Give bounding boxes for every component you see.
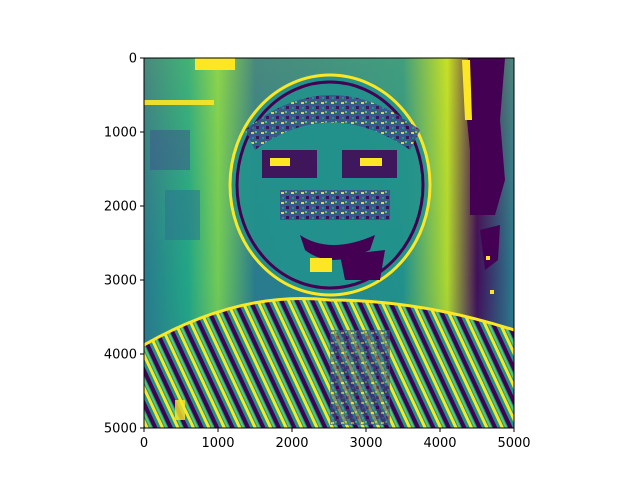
y-tick-label: 2000 xyxy=(104,200,137,215)
x-tick-label: 1000 xyxy=(201,436,234,451)
y-tick-label: 3000 xyxy=(104,274,137,289)
y-axis: 0 1000 2000 3000 4000 5000 xyxy=(104,52,144,437)
x-tick-label: 5000 xyxy=(497,436,530,451)
x-tick-label: 0 xyxy=(140,436,148,451)
y-tick-label: 4000 xyxy=(104,348,137,363)
x-tick-label: 2000 xyxy=(275,436,308,451)
y-tick-label: 1000 xyxy=(104,126,137,141)
heatmap-image xyxy=(144,58,514,428)
y-tick-label: 5000 xyxy=(104,422,137,437)
x-tick-label: 3000 xyxy=(349,436,382,451)
axes-frame xyxy=(143,57,515,429)
y-tick-label: 0 xyxy=(129,52,137,67)
x-axis: 0 1000 2000 3000 4000 5000 xyxy=(140,428,531,451)
x-tick-label: 4000 xyxy=(423,436,456,451)
